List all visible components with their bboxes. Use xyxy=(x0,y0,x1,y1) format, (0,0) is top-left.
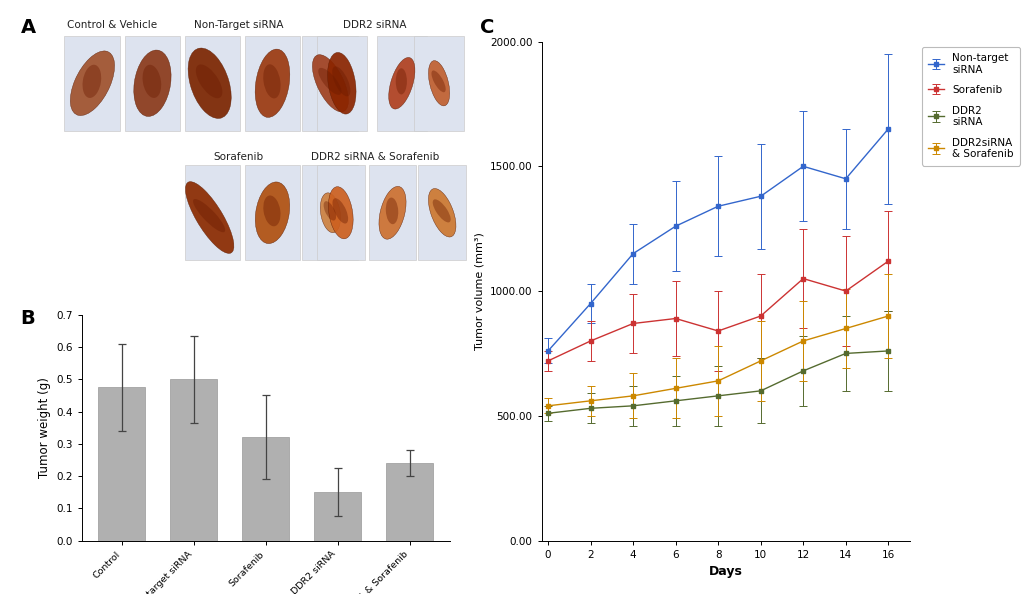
Ellipse shape xyxy=(332,67,351,96)
Bar xyxy=(369,165,416,260)
Text: C: C xyxy=(480,18,495,37)
Bar xyxy=(315,492,361,541)
Bar xyxy=(244,165,300,260)
Ellipse shape xyxy=(396,68,407,94)
Bar xyxy=(303,165,359,260)
Legend: Non-target
siRNA, Sorafenib, DDR2
siRNA, DDR2siRNA
& Sorafenib: Non-target siRNA, Sorafenib, DDR2 siRNA,… xyxy=(922,47,1020,166)
Ellipse shape xyxy=(264,195,280,226)
Ellipse shape xyxy=(432,200,451,222)
Ellipse shape xyxy=(320,193,340,233)
Ellipse shape xyxy=(313,55,349,112)
Text: Sorafenib: Sorafenib xyxy=(214,152,264,162)
Ellipse shape xyxy=(256,49,290,118)
Text: Control & Vehicle: Control & Vehicle xyxy=(67,20,157,30)
Ellipse shape xyxy=(185,182,234,254)
Bar xyxy=(171,380,217,541)
Bar xyxy=(185,165,240,260)
Y-axis label: Tumor volume (mm³): Tumor volume (mm³) xyxy=(474,232,484,350)
Bar xyxy=(317,165,365,260)
Ellipse shape xyxy=(386,198,399,224)
Ellipse shape xyxy=(379,187,406,239)
Text: DDR2 siRNA & Sorafenib: DDR2 siRNA & Sorafenib xyxy=(311,152,439,162)
Ellipse shape xyxy=(193,199,225,232)
Bar xyxy=(64,36,121,131)
Ellipse shape xyxy=(431,71,446,92)
Bar xyxy=(125,36,181,131)
Ellipse shape xyxy=(264,64,281,99)
Ellipse shape xyxy=(196,64,223,98)
Ellipse shape xyxy=(328,187,354,239)
Ellipse shape xyxy=(71,51,114,116)
Ellipse shape xyxy=(318,68,341,95)
Bar xyxy=(386,463,433,541)
Ellipse shape xyxy=(324,201,336,220)
Ellipse shape xyxy=(388,58,415,109)
Bar xyxy=(418,165,466,260)
Bar xyxy=(377,36,426,131)
Bar xyxy=(317,36,367,131)
Ellipse shape xyxy=(332,198,349,223)
Bar xyxy=(303,36,359,131)
Text: A: A xyxy=(20,18,36,37)
Bar xyxy=(185,36,240,131)
Text: DDR2 siRNA: DDR2 siRNA xyxy=(343,20,407,30)
Ellipse shape xyxy=(428,188,456,237)
Y-axis label: Tumor weight (g): Tumor weight (g) xyxy=(38,377,51,478)
Ellipse shape xyxy=(142,65,161,98)
X-axis label: Days: Days xyxy=(708,565,743,578)
Bar xyxy=(98,387,145,541)
Bar xyxy=(242,437,289,541)
Bar xyxy=(244,36,300,131)
Text: Non-Target siRNA: Non-Target siRNA xyxy=(193,20,283,30)
Ellipse shape xyxy=(188,48,231,118)
Bar xyxy=(414,36,464,131)
Ellipse shape xyxy=(328,52,356,114)
Ellipse shape xyxy=(428,61,450,106)
Ellipse shape xyxy=(256,182,289,244)
Ellipse shape xyxy=(134,50,171,116)
Ellipse shape xyxy=(83,65,101,98)
Text: B: B xyxy=(20,309,35,328)
